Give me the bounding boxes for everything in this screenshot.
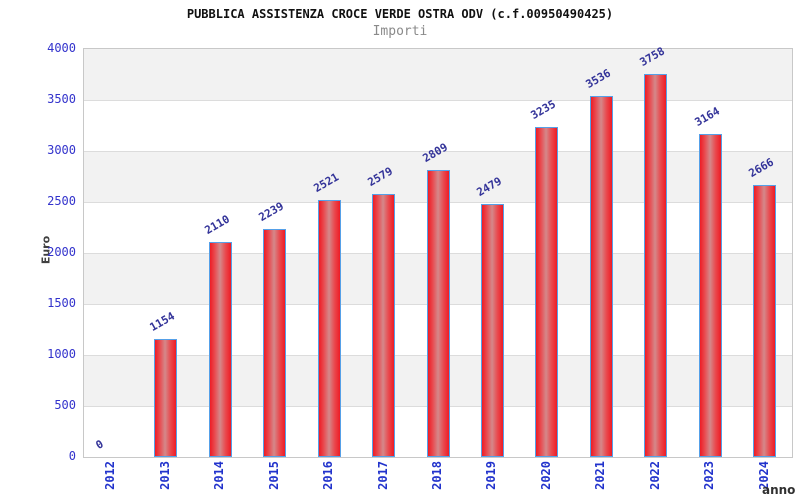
bar-2024 — [753, 185, 776, 457]
gridline — [84, 151, 792, 152]
bar-value-label: 3758 — [637, 44, 667, 69]
y-tick-label: 0 — [68, 449, 76, 463]
bar-2016 — [318, 200, 341, 457]
bar-value-label: 3536 — [583, 66, 613, 91]
x-tick-label-2020: 2020 — [539, 461, 553, 490]
y-axis-ticks: 4000 3500 3000 2500 2000 1500 1000 500 0 — [0, 41, 76, 468]
plot-area: 0 1154 2110 2239 2521 2579 2809 2479 3235 3536 375… — [83, 44, 793, 458]
y-tick-label: 4000 — [47, 41, 76, 55]
bar-2014 — [209, 242, 232, 457]
y-tick-label: 1000 — [47, 347, 76, 361]
chart-title: PUBBLICA ASSISTENZA CROCE VERDE OSTRA OD… — [186, 7, 614, 21]
x-tick-label-2016: 2016 — [321, 461, 335, 490]
y-tick-label: 3500 — [47, 92, 76, 106]
x-tick-label-2022: 2022 — [648, 461, 662, 490]
gridline — [84, 100, 792, 101]
bar-2015 — [263, 229, 286, 457]
bar-2020 — [535, 127, 558, 457]
y-tick-label: 2000 — [47, 245, 76, 259]
bar-value-label: 2521 — [311, 170, 341, 195]
x-tick-label-2012: 2012 — [103, 461, 117, 490]
bar-2021 — [590, 96, 613, 457]
bar-value-label: 1154 — [147, 309, 177, 334]
bar-value-label: 3235 — [528, 97, 558, 122]
bar-value-label: 2579 — [365, 164, 395, 189]
x-tick-label-2021: 2021 — [593, 461, 607, 490]
x-tick-label-2018: 2018 — [430, 461, 444, 490]
bar-2023 — [699, 134, 722, 457]
x-tick-label-2014: 2014 — [212, 461, 226, 490]
bar-2022 — [644, 74, 667, 457]
x-tick-label-2019: 2019 — [484, 461, 498, 490]
x-tick-label-2023: 2023 — [702, 461, 716, 490]
y-tick-label: 500 — [54, 398, 76, 412]
bar-2018 — [427, 170, 450, 457]
bar-value-label: 0 — [93, 437, 106, 452]
bar-2017 — [372, 194, 395, 457]
bar-value-label: 3164 — [692, 104, 722, 129]
x-tick-label-2015: 2015 — [267, 461, 281, 490]
x-tick-label-2013: 2013 — [158, 461, 172, 490]
y-tick-label: 1500 — [47, 296, 76, 310]
bar-value-label: 2110 — [202, 212, 232, 237]
bar-2013 — [154, 339, 177, 457]
chart-subtitle: Importi — [372, 24, 428, 39]
y-tick-label: 2500 — [47, 194, 76, 208]
x-tick-label-2017: 2017 — [376, 461, 390, 490]
bar-2019 — [481, 204, 504, 457]
y-tick-label: 3000 — [47, 143, 76, 157]
bar-value-label: 2239 — [256, 199, 286, 224]
x-axis-labels: 2012 2013 2014 2015 2016 2017 2018 2019 2020 2021… — [83, 461, 791, 500]
x-axis-title: anno — [762, 483, 796, 497]
bar-value-label: 2479 — [474, 174, 504, 199]
bar-value-label: 2666 — [746, 155, 776, 180]
bar-value-label: 2809 — [420, 140, 450, 165]
